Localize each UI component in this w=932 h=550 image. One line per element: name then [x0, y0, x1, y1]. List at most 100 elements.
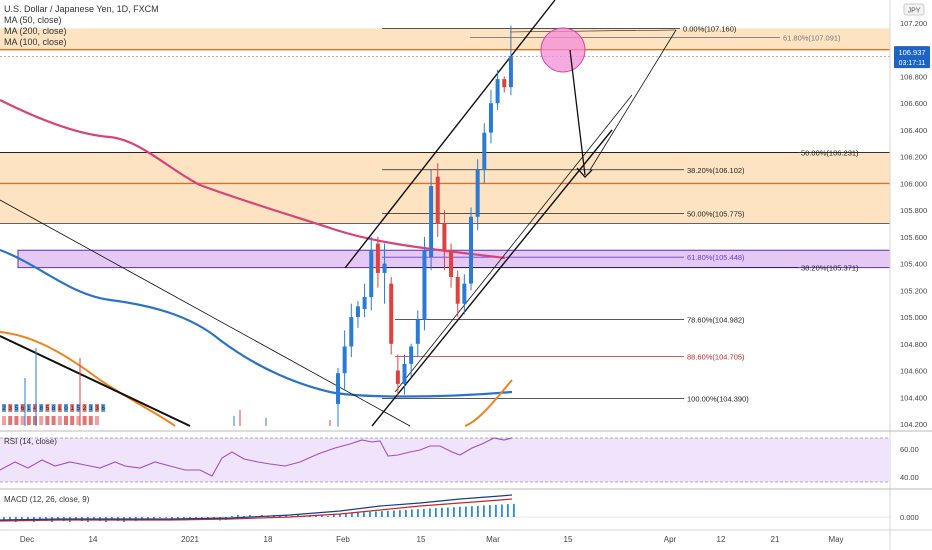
price-tick-9: 105.400 [900, 260, 927, 269]
event-label-15: 3 [95, 406, 99, 412]
event-label-5: 4 [33, 406, 37, 412]
macd-bar-62 [375, 511, 377, 517]
event-label-1: 3 [9, 406, 13, 412]
price-tick-8: 105.600 [900, 233, 927, 242]
candle-body-24 [495, 79, 500, 104]
event-badge-3 [20, 404, 25, 412]
flag-mark-5 [33, 416, 37, 425]
fib-label-6: 38.20%(105.371) [801, 263, 859, 272]
macd-bar-1 [9, 517, 11, 521]
candle-body-8 [389, 283, 394, 344]
candle-body-23 [488, 103, 493, 133]
macd-bar-81 [489, 505, 491, 517]
event-badge-9 [57, 404, 62, 412]
macd-bar-85 [513, 503, 515, 517]
highlight-circle [540, 27, 586, 73]
candle-body-4 [362, 297, 367, 310]
channel-lower [371, 129, 613, 427]
price-tick-0: 107.200 [900, 19, 927, 28]
event-badge-6 [39, 404, 44, 412]
candle-body-14 [429, 186, 434, 257]
macd-bar-0 [3, 517, 5, 520]
legend: U.S. Dollar / Japanese Yen, 1D, FXCM MA … [4, 4, 159, 48]
macd-bar-64 [387, 510, 389, 517]
macd-bar-55 [333, 513, 335, 517]
flag-mark-2 [14, 416, 19, 425]
channel-lower-thin [394, 94, 633, 393]
flag-mark-11 [70, 416, 75, 425]
event-label-16: 6 [102, 406, 106, 412]
time-tick-1: 14 [89, 535, 98, 544]
macd-bar-33 [201, 517, 203, 518]
currency-badge: JPY [908, 8, 921, 15]
fib-label-1: 61.80%(107.091) [783, 34, 841, 43]
event-badge-8 [51, 404, 56, 412]
event-label-8: 8 [52, 406, 56, 412]
time-tick-2: 2021 [181, 535, 199, 544]
candle-body-26 [508, 56, 513, 88]
macd-bar-34 [207, 517, 209, 519]
flag-mark-8 [51, 416, 56, 425]
candle-body-7 [382, 263, 387, 273]
macd-bar-79 [477, 505, 479, 517]
macd-bar-52 [315, 516, 317, 517]
channel-upper [344, 0, 556, 269]
macd-bar-40 [243, 516, 245, 517]
rsi-tick-1: 40.00 [900, 473, 919, 482]
candle-body-2 [349, 317, 354, 347]
candle-body-9 [395, 370, 400, 384]
flag-mark-1 [8, 416, 13, 425]
macd-bar-76 [459, 506, 461, 517]
macd-bar-78 [471, 506, 473, 517]
currency-badge-box [903, 3, 925, 16]
ma200-line [0, 99, 506, 260]
price-tick-5: 106.200 [900, 153, 927, 162]
price-tick-14: 104.400 [900, 393, 927, 402]
macd-bar-39 [237, 515, 239, 517]
time-tick-5: 15 [417, 535, 426, 544]
flag-mark-13 [82, 416, 87, 425]
price-tick-13: 104.600 [900, 367, 927, 376]
macd-bar-27 [165, 517, 167, 518]
forecast-arrow-head [576, 167, 593, 178]
macd-line [0, 494, 513, 521]
price-tick-3: 106.600 [900, 99, 927, 108]
legend-ma200[interactable]: MA (200, close) [4, 26, 67, 36]
flag-mark-7 [45, 416, 50, 425]
fib-label-7: 78.60%(104.982) [687, 315, 745, 324]
event-label-3: 6 [21, 406, 25, 412]
candle-body-22 [482, 132, 487, 171]
macd-bar-61 [369, 511, 371, 517]
event-label-7: 5 [46, 406, 50, 412]
price-tick-4: 106.400 [900, 126, 927, 135]
wedge-line [589, 29, 677, 171]
price-tick-12: 104.800 [900, 340, 927, 349]
ma100-line [0, 248, 513, 398]
macd-bar-38 [231, 516, 233, 517]
flag-mark-3 [20, 416, 25, 425]
trendline-down-bold [0, 335, 191, 427]
forecast-arrow-line [569, 49, 586, 176]
legend-ma100[interactable]: MA (100, close) [4, 37, 67, 47]
candle-body-17 [449, 250, 454, 277]
event-label-11: 1 [71, 406, 75, 412]
event-label-13: 2 [83, 406, 87, 412]
event-label-0: 2 [2, 406, 6, 412]
flag-mark-15 [95, 416, 99, 425]
event-badge-1 [8, 404, 13, 412]
macd-bar-71 [429, 508, 431, 517]
candle-body-13 [422, 250, 427, 320]
event-badge-2 [14, 404, 19, 412]
macd-bar-41 [249, 515, 251, 517]
macd-bar-77 [465, 506, 467, 517]
candle-body-25 [502, 79, 507, 88]
macd-label: MACD (12, 26, close, 9) [4, 495, 90, 504]
macd-bar-57 [345, 513, 347, 517]
macd-bar-47 [285, 515, 287, 517]
macd-tick-0: 0.000 [900, 513, 919, 522]
time-tick-4: Feb [336, 535, 350, 544]
macd-bar-80 [483, 505, 485, 517]
legend-ma50[interactable]: MA (50, close) [4, 15, 62, 25]
price-tick-6: 106.000 [900, 179, 927, 188]
